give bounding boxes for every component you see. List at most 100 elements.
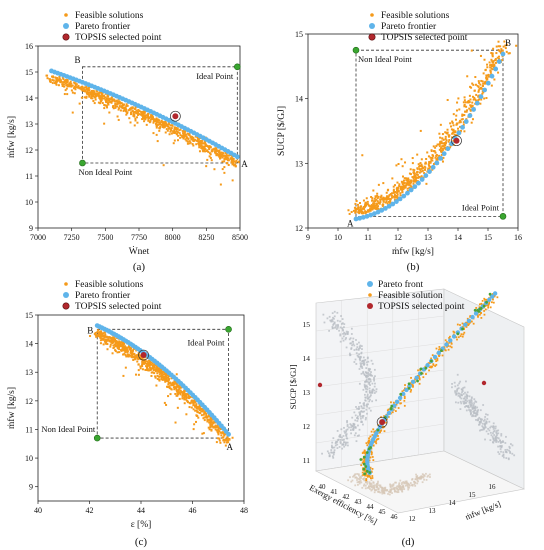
projection-point <box>333 322 336 325</box>
feasible-point <box>209 426 212 429</box>
feasible-point <box>133 353 136 356</box>
projection-point <box>340 323 343 325</box>
z-tick-label: 11 <box>303 456 310 465</box>
y-tick-label: 12 <box>295 224 303 233</box>
projection-point <box>476 406 479 409</box>
projection-point <box>382 491 385 494</box>
projection-point <box>451 386 453 389</box>
projection-point <box>349 354 351 357</box>
feasible-point <box>354 210 357 213</box>
feasible-point <box>364 467 366 469</box>
feasible-point <box>455 114 458 117</box>
feasible-point <box>379 431 381 434</box>
feasible-point <box>172 142 175 145</box>
projection-point <box>358 407 360 410</box>
projection-point <box>331 446 333 449</box>
feasible-point <box>54 82 57 85</box>
feasible-point <box>459 125 462 128</box>
pareto-point <box>434 160 440 166</box>
projection-point <box>406 481 408 484</box>
feasible-point <box>105 101 108 104</box>
feasible-point <box>74 86 77 89</box>
feasible-point <box>231 157 234 160</box>
projection-point <box>362 359 365 362</box>
feasible-point <box>48 78 51 81</box>
feasible-point <box>163 123 166 126</box>
y-tick-label: 15 <box>295 30 303 39</box>
feasible-point <box>409 179 412 182</box>
feasible-point <box>508 52 511 55</box>
topsis-point <box>140 352 147 359</box>
feasible-point <box>215 441 218 444</box>
feasible-point <box>84 90 87 93</box>
projection-point <box>365 378 368 381</box>
projection-point <box>347 331 349 333</box>
projection-point <box>366 397 369 400</box>
feasible-point <box>139 365 142 368</box>
feasible-point <box>460 333 463 336</box>
feasible-point <box>192 144 195 147</box>
feasible-point <box>460 129 463 132</box>
feasible-point <box>78 87 81 90</box>
feasible-point <box>371 477 374 479</box>
feasible-point <box>176 394 179 397</box>
feasible-point <box>195 407 198 410</box>
feasible-point <box>483 297 486 300</box>
projection-point <box>359 347 361 349</box>
projection-point <box>366 376 368 379</box>
x-tick-label: 42 <box>343 493 351 501</box>
x-tick-label: 16 <box>514 233 522 242</box>
feasible-point <box>234 163 237 166</box>
feasible-point <box>55 77 58 80</box>
feasible-point <box>408 172 411 175</box>
projection-point <box>366 363 369 366</box>
feasible-point <box>179 136 182 139</box>
feasible-point <box>383 198 386 201</box>
feasible-point <box>472 98 475 101</box>
feasible-point <box>91 94 94 97</box>
feasible-point <box>106 339 109 342</box>
feasible-point <box>193 423 196 426</box>
projection-point <box>459 396 462 399</box>
feasible-point <box>218 155 221 158</box>
feasible-point <box>155 133 158 136</box>
feasible-point <box>486 74 489 77</box>
feasible-point <box>396 197 399 200</box>
feasible-point <box>194 135 197 138</box>
feasible-point <box>81 86 84 89</box>
legend-label: Pareto frontier <box>75 290 131 301</box>
pareto-point <box>474 100 480 106</box>
feasible-point <box>398 183 401 186</box>
x-tick-label: 12 <box>394 233 402 242</box>
feasible-point <box>118 107 121 110</box>
feasible-point <box>195 414 198 417</box>
feasible-point <box>111 105 114 108</box>
feasible-point <box>216 437 219 440</box>
projection-point <box>346 437 349 440</box>
x-tick-label: 14 <box>454 233 462 242</box>
projection-point <box>357 349 360 351</box>
feasible-point <box>191 136 194 139</box>
y-axis-label: ṁfw [kg/s] <box>6 387 17 429</box>
feasible-point <box>356 207 359 210</box>
y-tick-label: 15 <box>25 311 33 320</box>
feasible-point <box>99 330 102 333</box>
feasible-point <box>221 156 224 159</box>
feasible-point <box>66 81 69 84</box>
feasible-point <box>429 156 432 159</box>
feasible-point <box>386 202 389 205</box>
feasible-point <box>200 414 203 417</box>
feasible-point <box>123 342 126 345</box>
feasible-point <box>224 439 227 442</box>
feasible-point <box>121 346 124 349</box>
x-tick-label: 42 <box>86 506 94 515</box>
feasible-point <box>456 122 459 125</box>
projection-point <box>330 451 333 454</box>
feasible-point <box>117 341 120 344</box>
feasible-point <box>114 105 117 108</box>
feasible-point <box>392 409 395 411</box>
feasible-point <box>131 356 134 359</box>
projection-point <box>466 397 468 400</box>
feasible-point <box>115 103 118 106</box>
projection-point <box>462 393 465 395</box>
